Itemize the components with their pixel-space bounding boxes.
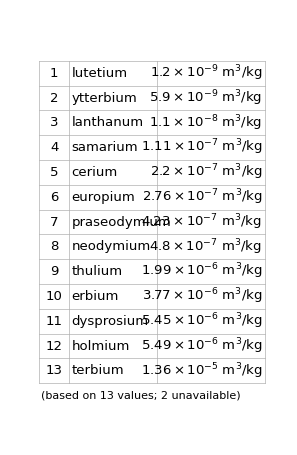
Text: dysprosium: dysprosium — [72, 315, 148, 328]
Text: $5.9\times10^{-9}$ m$^3$/kg: $5.9\times10^{-9}$ m$^3$/kg — [149, 88, 262, 108]
Text: $1.36\times10^{-5}$ m$^3$/kg: $1.36\times10^{-5}$ m$^3$/kg — [140, 361, 262, 381]
Text: 2: 2 — [50, 91, 58, 105]
Text: 1: 1 — [50, 67, 58, 80]
Text: 4: 4 — [50, 141, 58, 154]
Text: (based on 13 values; 2 unavailable): (based on 13 values; 2 unavailable) — [41, 391, 240, 401]
Text: $5.45\times10^{-6}$ m$^3$/kg: $5.45\times10^{-6}$ m$^3$/kg — [140, 311, 262, 331]
Text: holmium: holmium — [72, 339, 130, 353]
Text: lanthanum: lanthanum — [72, 116, 144, 129]
Text: praseodymium: praseodymium — [72, 216, 171, 228]
Text: neodymium: neodymium — [72, 240, 151, 253]
Text: cerium: cerium — [72, 166, 118, 179]
Text: ytterbium: ytterbium — [72, 91, 137, 105]
Text: 3: 3 — [50, 116, 58, 129]
Text: $2.76\times10^{-7}$ m$^3$/kg: $2.76\times10^{-7}$ m$^3$/kg — [142, 187, 262, 207]
Text: terbium: terbium — [72, 364, 124, 377]
Text: $2.2\times10^{-7}$ m$^3$/kg: $2.2\times10^{-7}$ m$^3$/kg — [150, 163, 262, 182]
Text: erbium: erbium — [72, 290, 119, 303]
Text: $4.23\times10^{-7}$ m$^3$/kg: $4.23\times10^{-7}$ m$^3$/kg — [141, 212, 262, 232]
Text: 12: 12 — [45, 339, 63, 353]
Text: 13: 13 — [45, 364, 63, 377]
Text: $3.77\times10^{-6}$ m$^3$/kg: $3.77\times10^{-6}$ m$^3$/kg — [142, 287, 262, 306]
Text: 11: 11 — [45, 315, 63, 328]
Text: $1.2\times10^{-9}$ m$^3$/kg: $1.2\times10^{-9}$ m$^3$/kg — [150, 64, 262, 83]
Text: samarium: samarium — [72, 141, 138, 154]
Text: 5: 5 — [50, 166, 58, 179]
Text: europium: europium — [72, 191, 135, 204]
Text: 8: 8 — [50, 240, 58, 253]
Text: 9: 9 — [50, 265, 58, 278]
Text: thulium: thulium — [72, 265, 123, 278]
Text: 7: 7 — [50, 216, 58, 228]
Text: $1.99\times10^{-6}$ m$^3$/kg: $1.99\times10^{-6}$ m$^3$/kg — [140, 262, 262, 282]
Text: $1.1\times10^{-8}$ m$^3$/kg: $1.1\times10^{-8}$ m$^3$/kg — [149, 113, 262, 133]
Text: 6: 6 — [50, 191, 58, 204]
Text: $4.8\times10^{-7}$ m$^3$/kg: $4.8\times10^{-7}$ m$^3$/kg — [149, 237, 262, 257]
Text: $5.49\times10^{-6}$ m$^3$/kg: $5.49\times10^{-6}$ m$^3$/kg — [140, 336, 262, 356]
Text: 10: 10 — [46, 290, 63, 303]
Text: $1.11\times10^{-7}$ m$^3$/kg: $1.11\times10^{-7}$ m$^3$/kg — [140, 138, 262, 157]
Text: lutetium: lutetium — [72, 67, 128, 80]
